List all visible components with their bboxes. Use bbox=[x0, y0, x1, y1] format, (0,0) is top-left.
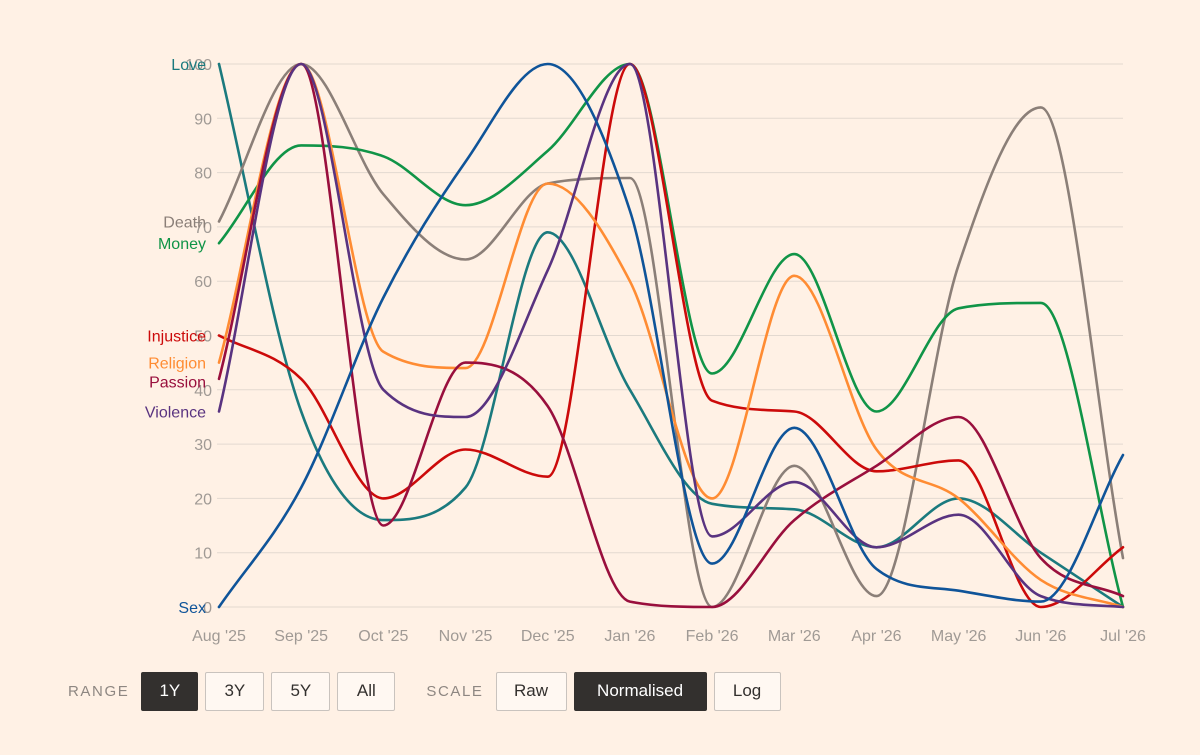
scale-raw-button[interactable]: Raw bbox=[495, 671, 567, 711]
x-tick-label: Apr '26 bbox=[851, 628, 901, 645]
x-tick-label: Oct '25 bbox=[358, 628, 408, 645]
series-labels: Love Death Money Injustice Religion Passion Vi… bbox=[145, 57, 206, 617]
series-label-sex: Sex bbox=[178, 600, 206, 617]
series-label-passion: Passion bbox=[149, 375, 206, 392]
y-tick-label: 90 bbox=[194, 111, 212, 128]
scale-normalised-button[interactable]: Normalised bbox=[573, 671, 707, 711]
series-label-love: Love bbox=[171, 57, 206, 74]
scale-log-button[interactable]: Log bbox=[713, 671, 781, 711]
scale-label: SCALE bbox=[426, 682, 484, 700]
series-label-money: Money bbox=[158, 236, 206, 253]
range-label: RANGE bbox=[68, 682, 130, 700]
y-tick-label: 50 bbox=[194, 329, 212, 346]
series-line-money bbox=[217, 62, 1125, 609]
y-tick-label: 100 bbox=[185, 57, 212, 74]
series-lines bbox=[217, 62, 1125, 609]
x-axis: Aug '25 Sep '25 Oct '25 Nov '25 Dec '25 Jan '… bbox=[192, 628, 1146, 645]
series-line-injustice bbox=[217, 62, 1125, 609]
x-tick-label: Sep '25 bbox=[274, 628, 328, 645]
y-tick-label: 10 bbox=[194, 546, 212, 563]
range-3y-button[interactable]: 3Y bbox=[205, 671, 265, 711]
series-label-injustice: Injustice bbox=[147, 329, 206, 346]
y-tick-label: 40 bbox=[194, 383, 212, 400]
y-tick-label: 30 bbox=[194, 437, 212, 454]
series-label-death: Death bbox=[163, 214, 206, 231]
x-tick-label: May '26 bbox=[931, 628, 987, 645]
y-tick-label: 60 bbox=[194, 274, 212, 291]
y-axis: 0 10 20 30 40 50 60 70 80 90 100 bbox=[185, 57, 212, 617]
x-tick-label: Feb '26 bbox=[686, 628, 739, 645]
y-tick-label: 70 bbox=[194, 220, 212, 237]
x-tick-label: Jun '26 bbox=[1015, 628, 1066, 645]
chart-svg: 0 10 20 30 40 50 60 70 80 90 100 Aug '25 Sep '25 Oct… bbox=[145, 57, 1146, 645]
x-tick-label: Jul '26 bbox=[1100, 628, 1146, 645]
range-1y-button[interactable]: 1Y bbox=[141, 671, 199, 711]
x-tick-label: Jan '26 bbox=[604, 628, 655, 645]
y-tick-label: 0 bbox=[203, 600, 212, 617]
series-line-violence bbox=[217, 62, 1125, 609]
x-tick-label: Dec '25 bbox=[521, 628, 575, 645]
chart-controls: RANGE 1Y 3Y 5Y All SCALE Raw Normalised … bbox=[68, 671, 788, 711]
y-tick-label: 20 bbox=[194, 491, 212, 508]
series-line-love bbox=[217, 62, 1125, 609]
range-all-button[interactable]: All bbox=[337, 671, 396, 711]
x-tick-label: Mar '26 bbox=[768, 628, 821, 645]
y-tick-label: 80 bbox=[194, 166, 212, 183]
series-line-passion bbox=[217, 62, 1125, 609]
x-tick-label: Aug '25 bbox=[192, 628, 246, 645]
range-5y-button[interactable]: 5Y bbox=[271, 671, 331, 711]
series-label-religion: Religion bbox=[148, 356, 206, 373]
series-line-religion bbox=[217, 62, 1125, 609]
series-label-violence: Violence bbox=[145, 405, 206, 422]
series-line-sex bbox=[217, 62, 1125, 609]
line-chart: 0 10 20 30 40 50 60 70 80 90 100 Aug '25 Sep '25 Oct… bbox=[145, 57, 1146, 645]
x-tick-label: Nov '25 bbox=[439, 628, 493, 645]
